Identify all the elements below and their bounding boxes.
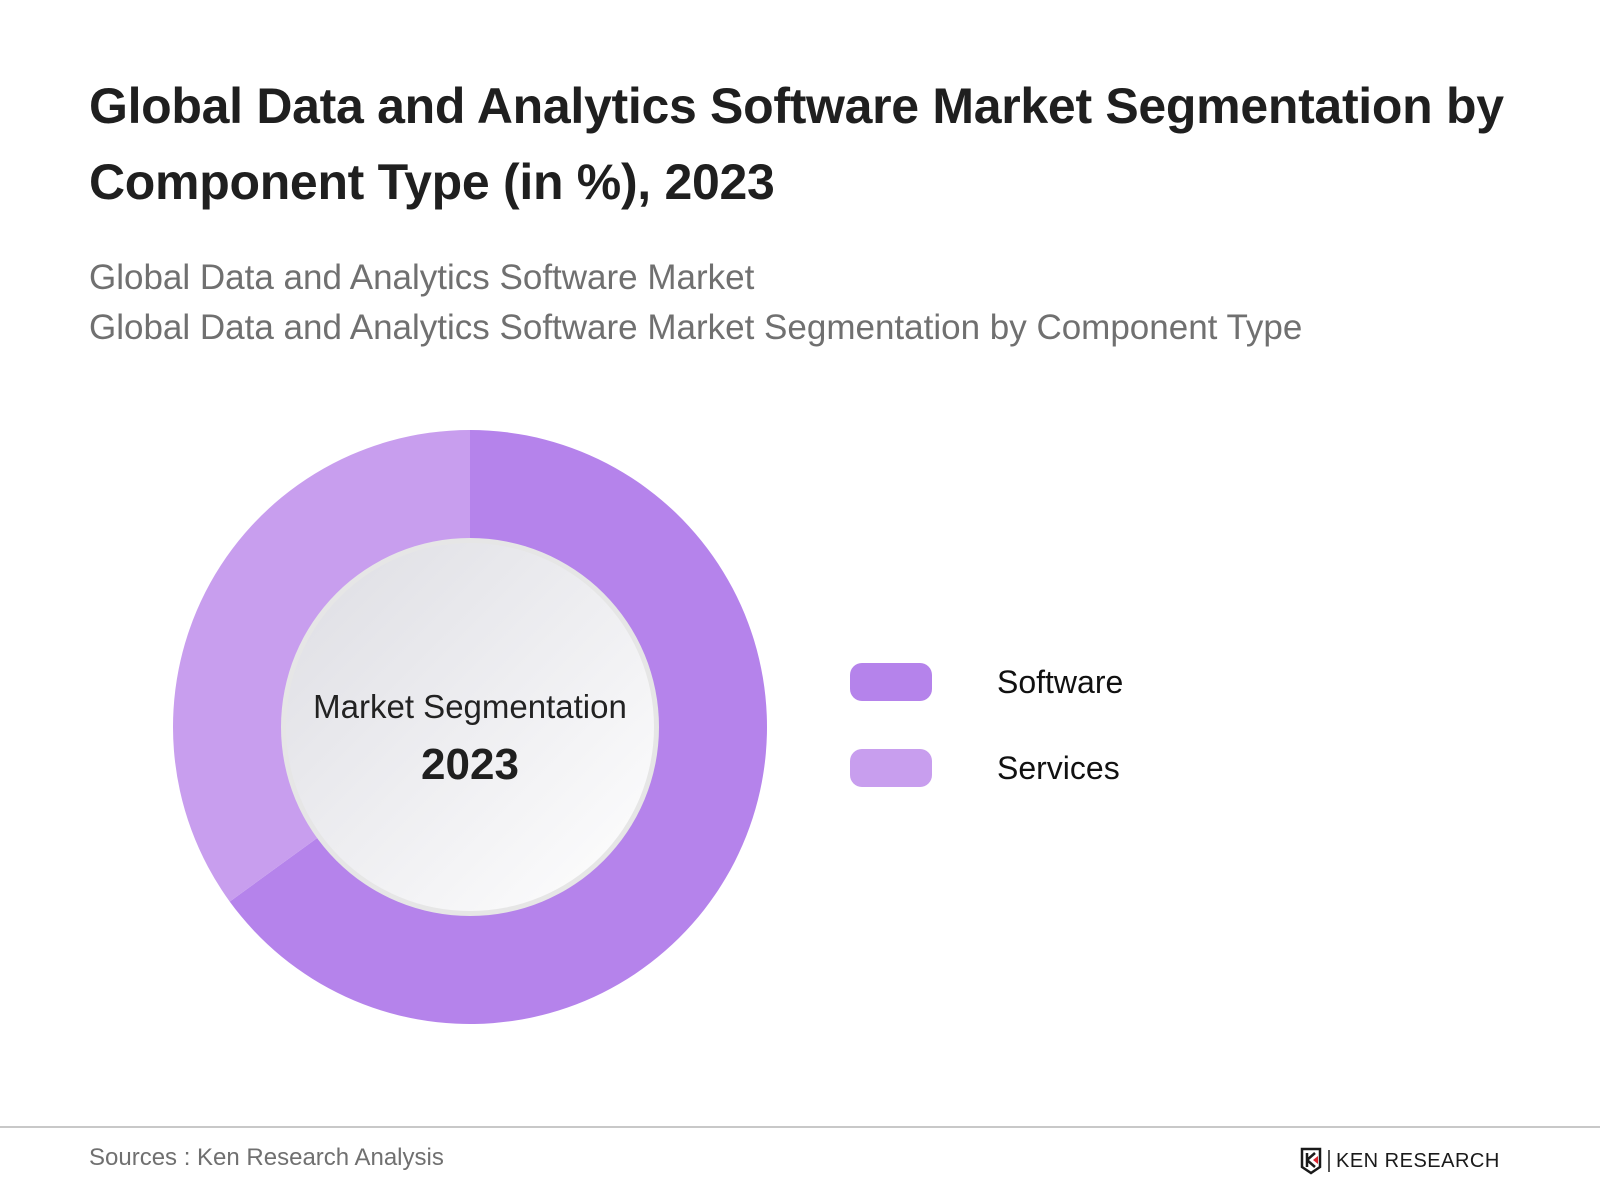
ken-research-logo: KEN RESEARCH xyxy=(1300,1147,1500,1175)
subtitle-market: Global Data and Analytics Software Marke… xyxy=(89,258,755,297)
legend-label-software: Software xyxy=(997,664,1124,700)
sources-note: Sources : Ken Research Analysis xyxy=(89,1144,444,1171)
legend-swatch-services xyxy=(850,749,932,787)
footer-divider xyxy=(0,1126,1600,1128)
subtitle-segmentation: Global Data and Analytics Software Marke… xyxy=(89,308,1303,347)
legend-label-services: Services xyxy=(997,750,1120,786)
center-label: Market Segmentation xyxy=(313,688,627,725)
center-year: 2023 xyxy=(421,740,519,789)
center-circle xyxy=(286,543,654,911)
chart-title: Global Data and Analytics Software Marke… xyxy=(89,78,1504,210)
logo-text: KEN RESEARCH xyxy=(1336,1149,1500,1172)
ken-research-logo-icon xyxy=(1300,1147,1322,1175)
legend-swatch-software xyxy=(850,663,932,701)
